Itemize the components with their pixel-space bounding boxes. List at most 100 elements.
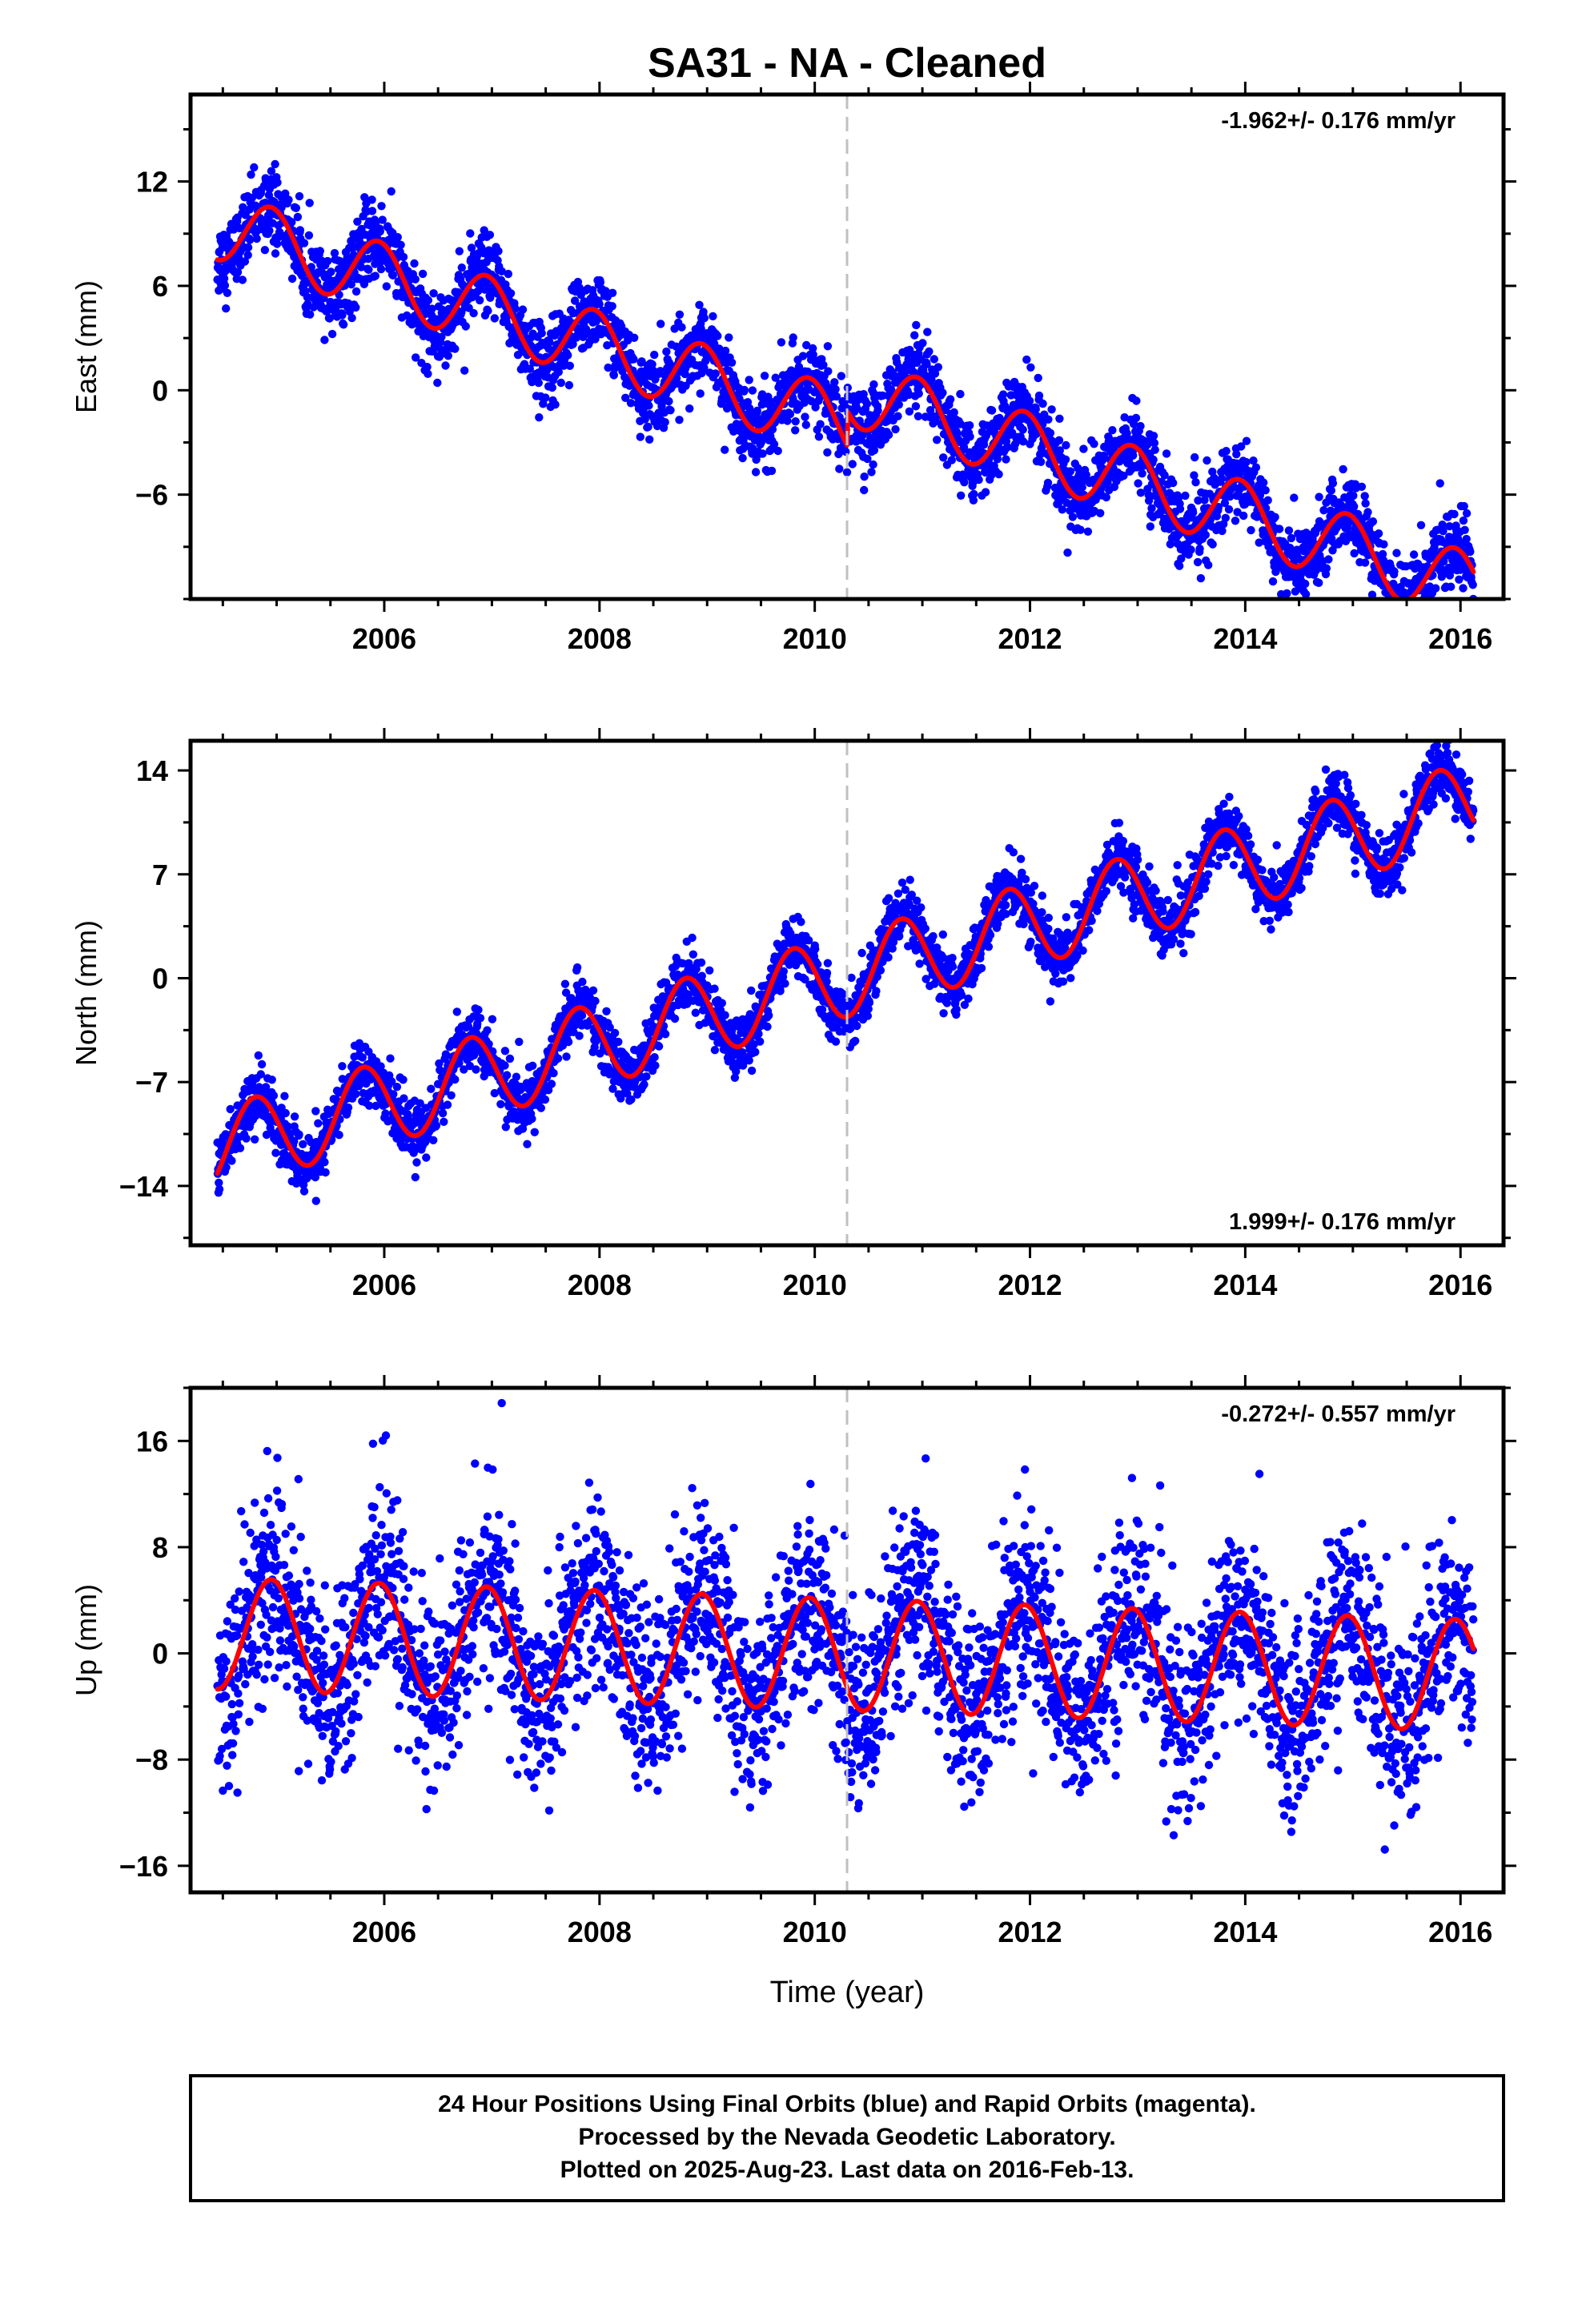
north-data-point	[438, 1108, 448, 1118]
east-data-point	[460, 366, 469, 375]
east-data-point	[1131, 413, 1141, 423]
east-data-point	[957, 491, 966, 500]
east-data-point	[700, 314, 709, 323]
east-data-point	[399, 252, 408, 262]
east-data-point	[760, 372, 769, 380]
east-data-point	[1068, 513, 1078, 521]
north-data-point	[451, 1075, 460, 1084]
east-data-point	[299, 239, 309, 247]
east-data-point	[596, 278, 605, 287]
east-data-point	[1083, 527, 1093, 536]
north-data-point	[661, 1030, 670, 1039]
east-data-point	[394, 277, 403, 286]
north-data-point	[562, 1052, 571, 1061]
east-data-point	[305, 199, 314, 207]
north-data-point	[547, 1080, 556, 1088]
east-data-point	[1284, 526, 1294, 535]
east-y-tick-label: 12	[136, 166, 168, 199]
north-data-point	[389, 1090, 398, 1099]
east-data-point	[347, 279, 355, 289]
east-data-point	[222, 304, 231, 313]
east-data-point	[873, 406, 882, 415]
east-data-point	[1393, 627, 1401, 635]
east-data-point	[243, 243, 253, 252]
north-data-point	[505, 1054, 515, 1063]
east-data-point	[284, 195, 293, 204]
east-x-tick-label: 2010	[783, 622, 847, 655]
north-data-point	[575, 1031, 584, 1040]
east-data-point	[565, 361, 574, 370]
east-data-point	[662, 347, 671, 356]
north-data-point	[500, 1061, 509, 1070]
north-data-point	[215, 1184, 224, 1194]
east-data-point	[1411, 629, 1419, 637]
east-data-point	[802, 340, 811, 350]
north-data-point	[540, 1095, 550, 1104]
east-data-point	[1315, 493, 1323, 501]
east-data-point	[1018, 437, 1028, 446]
east-data-point	[1108, 426, 1117, 435]
east-data-point	[568, 340, 577, 348]
east-data-point	[1136, 421, 1145, 431]
east-data-point	[525, 364, 534, 373]
north-data-point	[295, 1130, 303, 1139]
east-y-tick-label: −6	[135, 479, 168, 512]
east-data-point	[1175, 561, 1184, 570]
east-data-point	[1409, 616, 1417, 624]
east-data-point	[1149, 455, 1158, 464]
east-data-point	[1406, 615, 1414, 623]
east-data-point	[777, 338, 786, 347]
east-data-point	[1383, 601, 1391, 609]
east-data-point	[947, 456, 957, 464]
east-data-point	[411, 275, 420, 283]
east-data-point	[823, 342, 833, 351]
east-data-point	[987, 406, 997, 415]
east-data-point	[315, 247, 324, 255]
north-data-point	[227, 1156, 236, 1165]
east-data-point	[1328, 479, 1338, 488]
east-data-point	[486, 293, 495, 302]
east-y-axis-label: East (mm)	[70, 280, 102, 413]
east-data-point	[1315, 578, 1323, 587]
east-data-point	[356, 263, 366, 271]
east-data-point	[1407, 614, 1415, 622]
north-data-point	[501, 1123, 510, 1132]
north-data-point	[670, 1014, 680, 1023]
east-data-point	[1405, 606, 1413, 614]
east-data-point	[869, 380, 878, 389]
east-data-point	[809, 344, 817, 353]
north-data-point	[602, 1007, 611, 1016]
east-data-point	[1078, 483, 1086, 492]
east-data-point	[1055, 446, 1065, 455]
east-data-point	[1327, 486, 1336, 495]
east-data-point	[1201, 530, 1211, 540]
north-data-point	[399, 1076, 408, 1084]
east-data-point	[969, 496, 978, 505]
east-data-point	[1147, 504, 1156, 513]
east-data-point	[1160, 471, 1169, 480]
east-data-point	[930, 355, 939, 364]
east-data-point	[931, 416, 940, 426]
east-data-point	[295, 191, 304, 201]
east-data-point	[1339, 464, 1347, 474]
east-data-point	[650, 350, 659, 360]
east-data-point	[387, 187, 396, 196]
east-data-point	[869, 446, 879, 455]
east-data-point	[1144, 497, 1154, 505]
north-data-point	[578, 977, 587, 987]
east-data-point	[1259, 478, 1268, 487]
east-data-point	[1217, 474, 1227, 483]
east-data-point	[918, 339, 927, 348]
north-data-point	[528, 1114, 536, 1124]
east-data-point	[998, 390, 1008, 399]
north-data-point	[412, 1158, 421, 1167]
east-data-point	[709, 312, 717, 321]
north-data-point	[572, 963, 582, 972]
east-data-point	[1214, 503, 1223, 512]
east-data-point	[1462, 534, 1471, 544]
east-data-point	[1038, 399, 1047, 408]
north-data-point	[447, 1091, 456, 1100]
east-data-point	[884, 430, 893, 440]
east-data-point	[791, 417, 800, 426]
